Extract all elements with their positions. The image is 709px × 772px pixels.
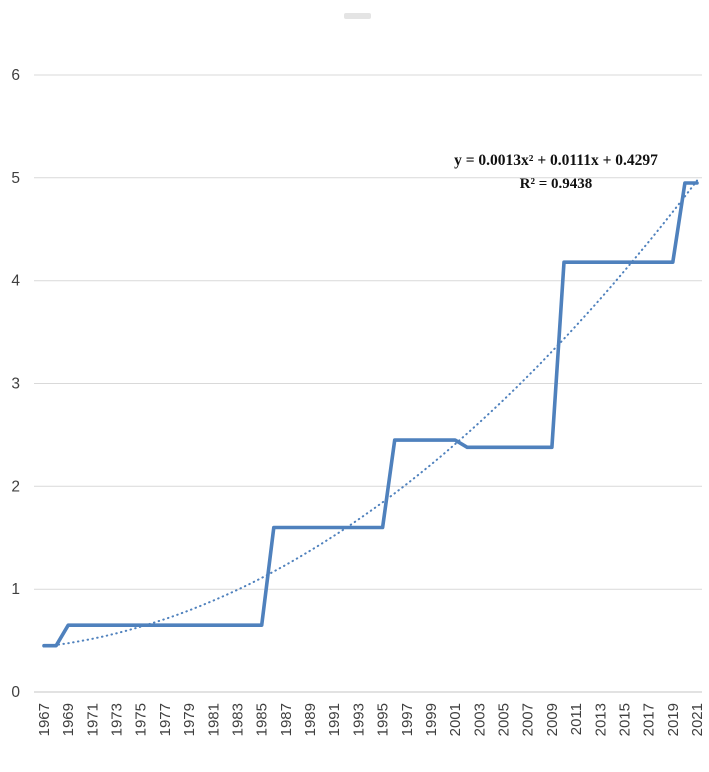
y-axis-tick-label: 2 <box>11 478 20 495</box>
x-axis-tick-label: 1967 <box>36 703 53 736</box>
x-axis-tick-label: 1999 <box>423 703 440 736</box>
y-axis-labels: 0 1 2 3 4 5 6 <box>11 67 20 701</box>
trendline-equation-block: y = 0.0013x² + 0.0111x + 0.4297 R² = 0.9… <box>406 149 706 196</box>
trendline-r2-text: R² = 0.9438 <box>519 176 593 193</box>
x-axis-tick-label: 1971 <box>84 703 101 736</box>
y-axis-tick-label: 1 <box>11 581 20 598</box>
x-axis-tick-label: 1995 <box>375 703 392 736</box>
cropped-title-fragment <box>344 13 371 19</box>
x-axis-tick-label: 1981 <box>205 703 222 736</box>
trendline <box>43 179 698 648</box>
y-axis-tick-label: 5 <box>11 170 20 187</box>
x-axis-tick-label: 1991 <box>326 703 343 736</box>
x-axis-tick-label: 1993 <box>350 703 367 736</box>
x-axis-tick-label: 1987 <box>278 703 295 736</box>
x-axis-tick-label: 1983 <box>230 703 247 736</box>
x-axis-tick-label: 2021 <box>689 703 706 736</box>
x-axis-labels: 1967 1969 1971 1973 1975 1977 1979 1981 1983 1985… <box>36 703 706 736</box>
x-axis-tick-label: 1997 <box>399 703 416 736</box>
x-axis-tick-label: 2017 <box>641 703 658 736</box>
x-axis-tick-label: 2019 <box>665 703 682 736</box>
y-axis-tick-label: 4 <box>11 273 20 290</box>
x-axis-tick-label: 1977 <box>157 703 174 736</box>
x-axis-tick-label: 1989 <box>302 703 319 736</box>
y-axis-tick-label: 0 <box>11 684 20 701</box>
x-axis-tick-label: 1969 <box>60 703 77 736</box>
x-axis-tick-label: 2005 <box>496 703 513 736</box>
x-axis-tick-label: 1985 <box>254 703 271 736</box>
x-axis-tick-label: 2009 <box>544 703 561 736</box>
x-axis-tick-label: 2003 <box>471 703 488 736</box>
y-axis-tick-label: 6 <box>11 67 20 84</box>
x-axis-tick-label: 2007 <box>520 703 537 736</box>
x-axis-tick-label: 1975 <box>133 703 150 736</box>
x-axis-tick-label: 2011 <box>568 703 585 735</box>
y-axis-tick-label: 3 <box>11 376 20 393</box>
x-axis-tick-label: 2001 <box>447 703 464 736</box>
x-axis-tick-label: 1979 <box>181 703 198 736</box>
trendline-equation-text: y = 0.0013x² + 0.0111x + 0.4297 <box>454 152 658 169</box>
x-axis-tick-label: 2013 <box>592 703 609 736</box>
x-axis-tick-label: 1973 <box>109 703 126 736</box>
x-axis-tick-label: 2015 <box>616 703 633 736</box>
data-series-line <box>42 181 699 648</box>
